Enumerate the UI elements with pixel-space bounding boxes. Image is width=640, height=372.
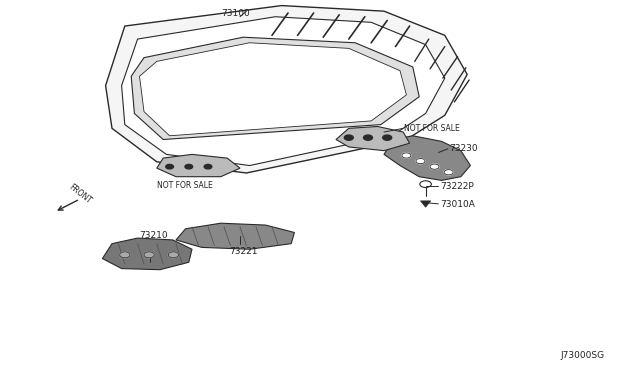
- Polygon shape: [336, 126, 410, 151]
- Polygon shape: [131, 37, 419, 140]
- Polygon shape: [106, 6, 467, 173]
- Text: 73010A: 73010A: [440, 200, 475, 209]
- Text: NOT FOR SALE: NOT FOR SALE: [404, 124, 460, 133]
- Circle shape: [402, 153, 411, 158]
- Circle shape: [204, 164, 212, 169]
- Circle shape: [185, 164, 193, 169]
- Polygon shape: [157, 154, 240, 177]
- Text: 73210: 73210: [140, 231, 168, 240]
- Circle shape: [430, 164, 439, 169]
- Circle shape: [144, 252, 154, 258]
- Circle shape: [416, 158, 425, 164]
- Circle shape: [120, 252, 130, 258]
- Polygon shape: [384, 136, 470, 180]
- Text: 73230: 73230: [449, 144, 478, 153]
- Text: 73222P: 73222P: [440, 182, 474, 191]
- Circle shape: [364, 135, 372, 140]
- Polygon shape: [420, 201, 431, 207]
- Polygon shape: [122, 17, 445, 166]
- Circle shape: [383, 135, 392, 140]
- Circle shape: [444, 170, 453, 175]
- Text: NOT FOR SALE: NOT FOR SALE: [157, 181, 212, 190]
- Text: J73000SG: J73000SG: [560, 351, 604, 360]
- Circle shape: [166, 164, 173, 169]
- Text: FRONT: FRONT: [67, 183, 93, 206]
- Circle shape: [344, 135, 353, 140]
- Text: 73100: 73100: [221, 9, 250, 17]
- Circle shape: [168, 252, 179, 258]
- Polygon shape: [102, 238, 192, 270]
- Polygon shape: [140, 43, 406, 136]
- Text: 73221: 73221: [229, 247, 258, 256]
- Polygon shape: [176, 223, 294, 249]
